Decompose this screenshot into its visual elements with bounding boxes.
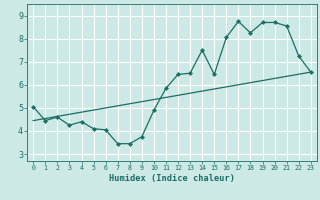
X-axis label: Humidex (Indice chaleur): Humidex (Indice chaleur) [109, 174, 235, 183]
